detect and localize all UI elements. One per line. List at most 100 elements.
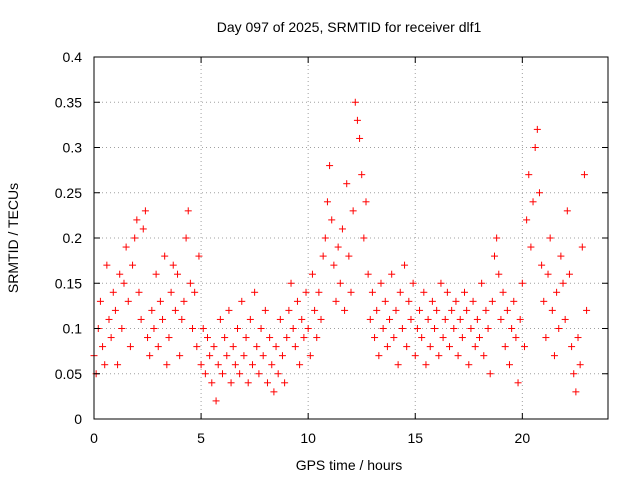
x-tick-label: 15: [407, 430, 423, 446]
data-point: [240, 352, 248, 360]
x-tick-label: 10: [300, 430, 316, 446]
data-point: [223, 352, 231, 360]
data-point: [214, 361, 222, 369]
x-tick-label: 0: [90, 430, 98, 446]
data-point: [486, 370, 494, 378]
data-point: [328, 216, 336, 224]
data-point: [141, 207, 149, 215]
data-point: [99, 343, 107, 351]
data-point: [182, 234, 190, 242]
data-point: [169, 261, 177, 269]
data-point: [535, 189, 543, 197]
data-point: [488, 297, 496, 305]
data-point: [296, 361, 304, 369]
data-point: [356, 134, 364, 142]
data-point: [259, 352, 267, 360]
data-point: [503, 306, 511, 314]
data-point: [527, 243, 535, 251]
data-point: [381, 297, 389, 305]
x-tick-labels: 0 5 10 15 20: [90, 430, 530, 446]
data-point: [103, 261, 111, 269]
data-point: [525, 171, 533, 179]
data-point: [281, 379, 289, 387]
data-point: [448, 306, 456, 314]
y-tick-label: 0.25: [55, 185, 82, 201]
data-point: [137, 315, 145, 323]
data-point: [186, 279, 194, 287]
data-point: [574, 334, 582, 342]
data-point: [544, 270, 552, 278]
data-point: [336, 279, 344, 287]
data-point: [216, 315, 224, 323]
data-point: [257, 325, 265, 332]
data-point: [516, 315, 524, 323]
data-point: [131, 234, 139, 242]
data-point: [495, 270, 503, 278]
data-point: [285, 306, 293, 314]
data-point: [426, 343, 434, 351]
data-point: [193, 343, 201, 351]
data-point: [163, 361, 171, 369]
data-point: [345, 252, 353, 260]
data-point: [308, 270, 316, 278]
data-point: [452, 297, 460, 305]
data-point: [171, 306, 179, 314]
data-point: [377, 279, 385, 287]
data-point: [244, 379, 252, 387]
data-point: [274, 370, 282, 378]
data-point: [122, 243, 130, 251]
data-point: [263, 379, 271, 387]
data-point: [478, 279, 486, 287]
data-point: [364, 270, 372, 278]
data-point: [422, 361, 430, 369]
data-point: [456, 315, 464, 323]
data-point: [270, 388, 278, 396]
data-point: [375, 352, 383, 360]
y-axis-label: SRMTID / TECUs: [5, 183, 21, 293]
data-point: [315, 288, 323, 296]
data-point: [580, 171, 588, 179]
data-point: [231, 361, 239, 369]
data-point: [139, 225, 147, 233]
data-point: [135, 288, 143, 296]
data-point: [561, 315, 569, 323]
data-point: [268, 361, 276, 369]
data-point: [146, 352, 154, 360]
axis-ticks: [93, 56, 608, 420]
data-point: [476, 334, 483, 342]
data-point: [480, 352, 488, 360]
data-point: [148, 306, 156, 314]
data-point: [152, 270, 160, 278]
data-point: [360, 234, 368, 242]
data-point: [156, 297, 164, 305]
data-point: [167, 288, 175, 296]
data-point: [236, 370, 244, 378]
data-point: [114, 361, 122, 369]
data-point: [550, 352, 558, 360]
data-point: [178, 315, 186, 323]
data-point: [165, 334, 173, 342]
data-point: [238, 297, 246, 305]
data-point: [572, 388, 580, 396]
data-point: [253, 343, 261, 351]
data-point: [501, 343, 509, 351]
data-point: [219, 370, 226, 378]
data-point: [555, 325, 563, 332]
data-point: [204, 334, 212, 342]
data-point: [403, 343, 411, 351]
x-tick-label: 20: [515, 430, 531, 446]
data-point: [578, 243, 586, 251]
data-point: [161, 252, 169, 260]
data-point: [383, 343, 391, 351]
data-point: [482, 306, 490, 314]
data-point: [317, 315, 325, 323]
data-point: [559, 279, 567, 287]
data-point: [548, 306, 556, 314]
data-point: [311, 306, 319, 314]
x-axis-label: GPS time / hours: [296, 457, 403, 473]
data-point: [221, 334, 229, 342]
data-point: [416, 306, 424, 314]
y-tick-label: 0: [74, 411, 82, 427]
data-point: [362, 198, 370, 206]
data-point: [446, 343, 454, 351]
